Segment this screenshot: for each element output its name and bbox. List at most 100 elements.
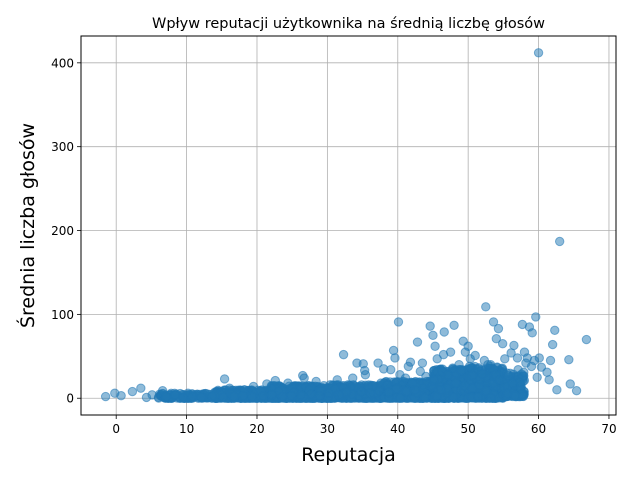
scatter-point	[470, 350, 480, 361]
scatter-point	[463, 341, 473, 351]
scatter-point	[448, 392, 458, 402]
x-tick-label: 30	[320, 422, 335, 436]
scatter-point	[295, 390, 306, 400]
scatter-point	[581, 334, 592, 345]
scatter-point	[390, 353, 400, 363]
scatter-point	[338, 349, 349, 360]
scatter-point	[456, 365, 466, 376]
scatter-point	[324, 388, 334, 398]
scatter-point	[554, 236, 565, 247]
scatter-point	[481, 302, 491, 312]
scatter-point	[147, 390, 157, 400]
scatter-point	[436, 385, 446, 395]
scatter-point	[449, 320, 459, 330]
scatter-point	[400, 373, 411, 383]
scatter-point	[527, 328, 537, 338]
scatter-point	[393, 317, 404, 327]
scatter-point	[518, 391, 528, 401]
scatter-point	[299, 373, 309, 383]
scatter-point	[314, 391, 325, 401]
x-tick-label: 70	[601, 422, 616, 436]
scatter-point	[348, 373, 358, 383]
scatter-point	[365, 388, 376, 398]
scatter-point	[467, 383, 478, 393]
scatter-point	[262, 379, 272, 389]
scatter-point	[267, 390, 277, 400]
x-axis-ticks: 0 10 20 30 40 50 60 70	[112, 415, 617, 436]
scatter-point	[519, 367, 529, 377]
scatter-point	[395, 393, 406, 403]
scatter-point	[491, 333, 502, 344]
scatter-point	[450, 378, 461, 388]
scatter-point	[382, 380, 392, 390]
x-tick-label: 10	[179, 422, 194, 436]
scatter-point	[409, 385, 420, 395]
plot-frame	[80, 35, 617, 416]
scatter-point	[497, 339, 508, 349]
y-axis-ticks: 0 100 200 300 400	[51, 56, 81, 406]
scatter-point	[529, 355, 540, 366]
scatter-point	[494, 375, 504, 385]
scatter-point	[544, 375, 554, 385]
scatter-point	[332, 375, 342, 385]
scatter-point	[391, 384, 402, 394]
y-tick-label: 400	[51, 56, 74, 70]
scatter-point	[161, 391, 171, 402]
scatter-point	[512, 353, 523, 363]
x-tick-label: 0	[112, 422, 120, 436]
scatter-point	[270, 375, 280, 386]
scatter-point	[218, 392, 228, 403]
scatter-point	[405, 357, 416, 367]
scatter-point	[459, 380, 470, 391]
scatter-point	[564, 354, 574, 365]
chart-title: Wpływ reputacji użytkownika na średnią l…	[152, 16, 545, 32]
scatter-point	[401, 386, 411, 397]
scatter-point	[552, 385, 562, 395]
scatter-point	[445, 347, 456, 357]
scatter-point	[283, 378, 293, 388]
y-tick-label: 100	[51, 308, 74, 322]
scatter-point	[136, 383, 146, 393]
x-axis-label: Reputacja	[301, 444, 396, 466]
scatter-point	[432, 354, 442, 364]
scatter-point	[500, 354, 510, 364]
scatter-point	[207, 391, 217, 402]
scatter-point	[374, 385, 384, 396]
x-tick-label: 50	[461, 422, 476, 436]
scatter-point	[483, 359, 493, 370]
scatter-point	[473, 392, 483, 402]
scatter-point	[571, 385, 582, 396]
scatter-point	[238, 391, 248, 401]
scatter-point	[532, 372, 542, 382]
y-tick-label: 200	[51, 224, 74, 238]
scatter-point	[229, 391, 239, 402]
scatter-point	[426, 381, 437, 392]
x-tick-label: 20	[249, 422, 264, 436]
scatter-point	[430, 341, 440, 351]
scatter-point	[477, 369, 487, 379]
x-tick-label: 60	[531, 422, 546, 436]
scatter-point	[502, 388, 513, 399]
scatter-point	[550, 325, 560, 336]
scatter-point	[100, 391, 111, 402]
scatter-point	[116, 391, 126, 401]
scatter-point	[507, 378, 518, 388]
scatter-point	[341, 387, 352, 398]
scatter-point	[503, 370, 513, 381]
scatter-point	[509, 340, 519, 351]
scatter-point	[356, 386, 366, 397]
scatter-point	[464, 361, 475, 372]
scatter-point	[196, 392, 207, 403]
scatter-point	[421, 371, 431, 382]
scatter-point	[219, 374, 230, 384]
scatter-point	[247, 391, 257, 402]
x-tick-label: 40	[390, 422, 405, 436]
scatter-point	[417, 358, 428, 368]
scatter-point	[383, 387, 394, 398]
scatter-point	[127, 386, 138, 397]
scatter-point	[547, 339, 558, 350]
scatter-point	[493, 323, 504, 334]
scatter-point	[443, 370, 453, 380]
scatter-point	[333, 390, 344, 400]
